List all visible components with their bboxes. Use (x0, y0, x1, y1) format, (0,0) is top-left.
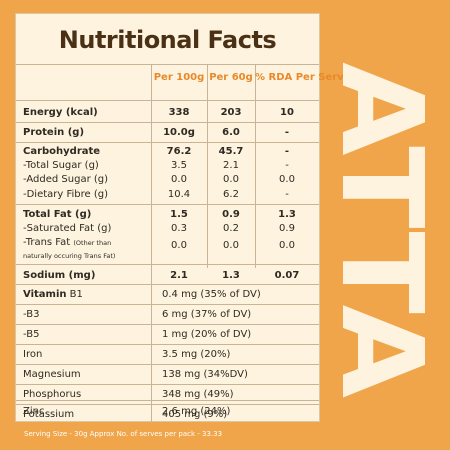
row-added-sugar-v3: 0.0 (279, 174, 295, 185)
row-sodium-label: Sodium (mg) (23, 270, 96, 281)
mineral-potassium-value: 405 mg (9%) (162, 409, 228, 420)
nutrition-card: Nutritional Facts Per 100g Per 60g % RDA… (15, 13, 351, 423)
serving-size-note: Serving Size - 30g Approx No. of serves … (24, 430, 223, 438)
row-carb-label: Carbohydrate (23, 146, 101, 157)
row-energy-v1: 338 (168, 107, 190, 118)
row-carb-v2: 45.7 (218, 146, 244, 157)
col-divider-vit (151, 268, 152, 423)
table-border-top (16, 64, 319, 65)
vit-b1-value: 0.4 mg (35% of DV) (162, 289, 261, 300)
row-fat-v2: 0.9 (222, 209, 240, 220)
mineral-zinc-label: Zinc (23, 406, 45, 417)
vit-b3-value: 6 mg (37% of DV) (162, 309, 252, 320)
mineral-potassium-label: Potassium (23, 409, 75, 420)
row-fat-label: Total Fat (g) (23, 209, 92, 220)
row-fibre-label: -Dietary Fibre (g) (23, 189, 109, 200)
row-energy-v2: 203 (220, 107, 242, 118)
vit-b3-label: -B3 (23, 309, 40, 320)
mineral-iron-label: Iron (23, 349, 43, 360)
row-carb-v3: - (284, 146, 290, 157)
atta-vertical-text: ATTA (316, 62, 446, 398)
row-sat-fat-v3: 0.9 (279, 223, 295, 234)
row-total-sugar-v1: 3.5 (171, 160, 187, 171)
row-sat-fat-label: -Saturated Fat (g) (23, 223, 112, 234)
row-trans-fat-v3: 0.0 (279, 240, 295, 251)
row-trans-fat-v1: 0.0 (171, 240, 187, 251)
col-divider-2 (207, 64, 208, 268)
row-total-sugar-v3: - (285, 160, 289, 171)
row-fat-v3: 1.3 (278, 209, 296, 220)
mineral-phosphorus-value: 348 mg (49%) (162, 389, 234, 400)
row-energy-label: Energy (kcal) (23, 107, 98, 118)
row-fibre-v1: 10.4 (167, 189, 191, 200)
header-per-100g: Per 100g (153, 72, 205, 83)
page-title: Nutritional Facts (58, 26, 277, 54)
mineral-magnesium-value: 138 mg (34%DV) (162, 369, 248, 380)
row-fibre-v3: - (285, 189, 289, 200)
vit-b5-label: -B5 (23, 329, 40, 340)
mineral-zinc-value: 2.6 mg (24%) (162, 406, 231, 417)
row-trans-fat-note: (Other than (73, 239, 112, 247)
row-sodium-v3: 0.07 (274, 270, 300, 281)
row-protein-label: Protein (g) (23, 127, 85, 138)
row-added-sugar-v1: 0.0 (171, 174, 187, 185)
row-sat-fat-v1: 0.3 (171, 223, 187, 234)
brand-word-atta: ATTA (316, 60, 446, 400)
row-carb-v1: 76.2 (166, 146, 192, 157)
row-trans-fat-note2: naturally occuring Trans Fat) (23, 252, 116, 260)
col-divider-1 (151, 64, 152, 268)
row-energy-v3: 10 (280, 107, 294, 118)
row-protein-v2: 6.0 (222, 127, 240, 138)
row-added-sugar-label: -Added Sugar (g) (23, 174, 109, 185)
row-protein-v3: - (284, 127, 290, 138)
row-protein-v1: 10.0g (163, 127, 195, 138)
row-sodium-v2: 1.3 (222, 270, 240, 281)
mineral-iron-value: 3.5 mg (20%) (162, 349, 231, 360)
mineral-phosphorus-label: Phosphorus (23, 389, 82, 400)
atta-letters: ATTA (331, 62, 439, 398)
row-added-sugar-v2: 0.0 (223, 174, 239, 185)
row-sat-fat-v2: 0.2 (223, 223, 239, 234)
vit-b5-value: 1 mg (20% of DV) (162, 329, 252, 340)
row-trans-fat-label: -Trans Fat (Other than (23, 237, 112, 248)
col-divider-3 (255, 64, 256, 268)
header-rda: % RDA Per Serve (255, 72, 351, 83)
row-sodium-v1: 2.1 (170, 270, 188, 281)
row-trans-fat-v2: 0.0 (223, 240, 239, 251)
row-fibre-v2: 6.2 (223, 189, 239, 200)
row-total-sugar-label: -Total Sugar (g) (23, 160, 99, 171)
vit-b1-label: Vitamin B1 (23, 289, 83, 300)
row-total-sugar-v2: 2.1 (223, 160, 239, 171)
header-per-60g: Per 60g (209, 72, 253, 83)
row-fat-v1: 1.5 (170, 209, 188, 220)
mineral-magnesium-label: Magnesium (23, 369, 81, 380)
